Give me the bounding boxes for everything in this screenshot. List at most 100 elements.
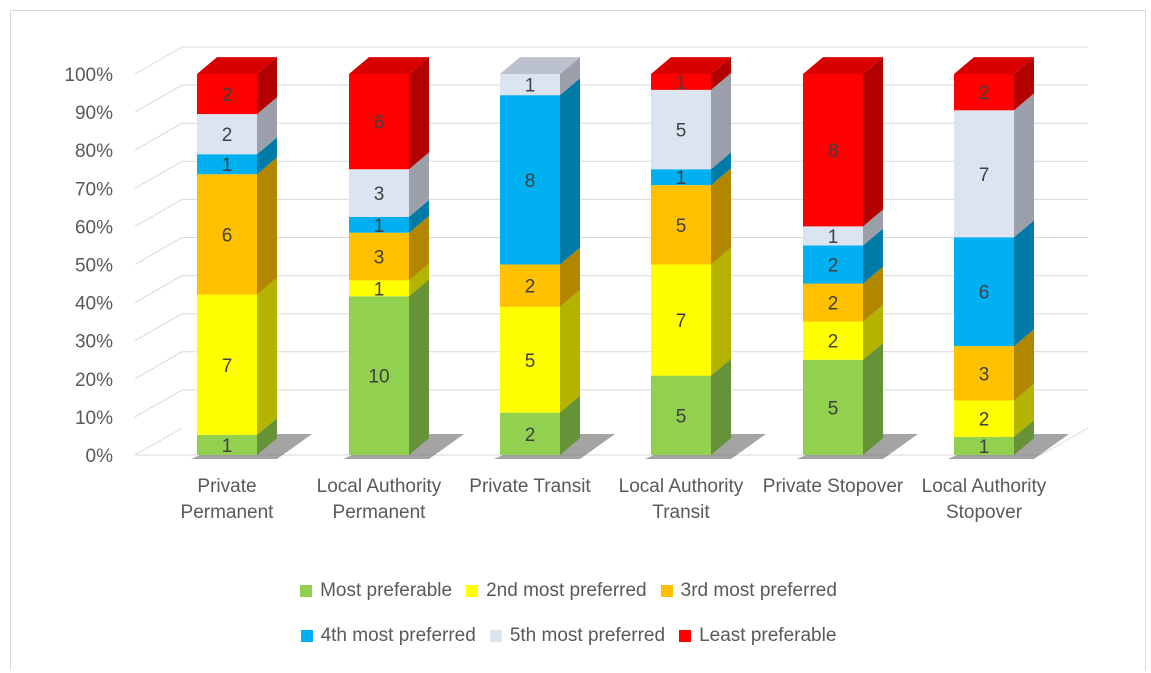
legend-row: Most preferable 2nd most preferred 3rd mos… xyxy=(0,580,1151,602)
x-tick-label: Private Permanent xyxy=(180,476,274,523)
data-label: 3 xyxy=(374,184,385,205)
chart-frame xyxy=(10,10,1146,670)
legend-swatch xyxy=(660,585,673,597)
data-label: 3 xyxy=(979,364,990,385)
bar-segment-side xyxy=(257,277,277,435)
bar-segment-side xyxy=(257,137,277,175)
legend-swatch xyxy=(489,630,502,642)
y-tick-label: 50% xyxy=(75,256,113,277)
gridline-slant xyxy=(134,84,183,113)
floor-edge-line xyxy=(1040,427,1089,456)
bar-segment xyxy=(500,95,560,265)
bar-segment-side xyxy=(409,57,429,170)
bar-segment xyxy=(651,264,711,376)
legend-swatch xyxy=(300,630,313,642)
data-label: 2 xyxy=(979,410,990,431)
bar-segment-side xyxy=(711,73,731,170)
bar-segment-side xyxy=(257,97,277,155)
bar-segment xyxy=(349,296,409,455)
x-tick-label: Local Authority Permanent xyxy=(316,476,442,523)
bar-segment xyxy=(651,89,711,170)
data-label: 3 xyxy=(374,248,385,269)
data-label: 2 xyxy=(222,85,233,106)
data-label: 1 xyxy=(222,155,233,176)
bar-segment-side xyxy=(863,304,883,360)
gridline-slant xyxy=(134,198,183,227)
data-label: 5 xyxy=(676,216,687,237)
legend-swatch xyxy=(679,630,692,642)
data-label: 6 xyxy=(374,113,385,134)
bar-segment-side xyxy=(257,57,277,115)
bar-segment-side xyxy=(1014,93,1034,238)
bar-segment xyxy=(651,375,711,455)
data-label: 1 xyxy=(222,436,233,457)
floor-edge-line xyxy=(134,427,183,456)
gridline-slant xyxy=(134,313,183,342)
bar-segment-side xyxy=(1014,419,1034,455)
bar-segment xyxy=(651,74,711,90)
bar-segment xyxy=(954,110,1014,238)
bar-segment-top xyxy=(500,57,580,74)
bar-segment-side xyxy=(560,247,580,307)
bar-segment xyxy=(349,280,409,297)
gridline-slant xyxy=(134,160,183,189)
data-label: 2 xyxy=(222,125,233,146)
bar-segment xyxy=(197,174,257,295)
bar-segment-side xyxy=(1014,329,1034,401)
bar-segment-side xyxy=(409,263,429,297)
bar-segment xyxy=(954,74,1014,111)
bar-segment-side xyxy=(409,215,429,281)
gridline-slant xyxy=(134,46,183,75)
bar-segment xyxy=(349,74,409,170)
data-label: 5 xyxy=(676,121,687,142)
data-label: 1 xyxy=(828,227,839,248)
data-label: 1 xyxy=(676,168,687,189)
y-tick-label: 70% xyxy=(75,179,113,200)
y-tick-label: 20% xyxy=(75,370,113,391)
bar-segment-top xyxy=(197,57,277,74)
gridline-slant xyxy=(134,237,183,265)
y-tick-label: 30% xyxy=(75,332,113,353)
legend-label: 4th most preferred xyxy=(320,625,476,646)
legend-label: 3rd most preferred xyxy=(680,580,837,601)
data-label: 7 xyxy=(676,311,687,332)
bar-segment-side xyxy=(711,57,731,90)
bar-segment xyxy=(500,412,560,455)
bar-segment-side xyxy=(711,247,731,376)
bar-segment-side xyxy=(1014,57,1034,111)
x-tick-label: Private Stopover xyxy=(762,476,904,497)
legend-swatch xyxy=(466,585,479,597)
x-tick-label: Local Authority Transit xyxy=(618,476,744,523)
data-label: 6 xyxy=(222,225,233,246)
y-tick-label: 60% xyxy=(75,217,113,238)
legend-item: Most preferable xyxy=(300,580,452,602)
data-label: 1 xyxy=(374,279,385,300)
bar-segment xyxy=(500,74,560,96)
y-tick-label: 90% xyxy=(75,103,113,124)
bar-segment xyxy=(954,436,1014,455)
bar-segment xyxy=(803,283,863,322)
data-label: 1 xyxy=(676,73,687,94)
data-label: 1 xyxy=(979,437,990,458)
bar-segment-side xyxy=(1014,220,1034,347)
legend-item: 5th most preferred xyxy=(489,625,665,647)
bar-segment-side xyxy=(560,395,580,455)
bar-segment-top xyxy=(954,57,1034,74)
bar-segment-top xyxy=(803,57,883,74)
gridline-slant xyxy=(134,122,183,151)
bar-segment xyxy=(197,294,257,435)
bar-segment-side xyxy=(257,157,277,295)
legend-item: 3rd most preferred xyxy=(660,580,837,602)
y-tick-label: 0% xyxy=(86,446,114,467)
bar-segment xyxy=(651,169,711,186)
y-tick-label: 100% xyxy=(64,65,113,86)
bar-segment xyxy=(197,74,257,115)
bar-segment-side xyxy=(560,78,580,265)
legend-label: 2nd most preferred xyxy=(486,580,647,601)
bar-segment xyxy=(197,434,257,455)
legend-label: Least preferable xyxy=(699,625,837,646)
bar-segment-side xyxy=(560,289,580,413)
data-label: 7 xyxy=(222,356,233,377)
bar-segment xyxy=(197,154,257,175)
